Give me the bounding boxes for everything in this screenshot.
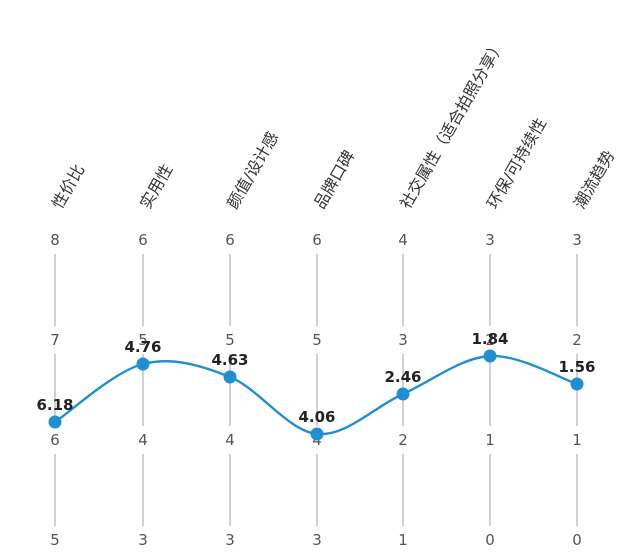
category-label: 社交属性（适合拍照分享）	[396, 36, 508, 212]
tick-label: 0	[485, 531, 495, 549]
data-point	[136, 357, 150, 371]
tick-label: 3	[485, 231, 495, 249]
tick-label: 5	[312, 331, 322, 349]
tick-label: 2	[485, 331, 495, 349]
points-layer: 6.18 4.76 4.63 4.06 2.46 1.84 1.56	[36, 330, 596, 441]
data-label: 4.63	[211, 351, 248, 369]
data-label: 6.18	[36, 396, 73, 414]
data-point	[570, 377, 584, 391]
category-label: 性价比	[48, 161, 88, 212]
tick-label: 4	[225, 431, 235, 449]
tick-label: 1	[485, 431, 495, 449]
axes-layer: 8765性价比6543实用性6543颜值/设计感6543品牌口碑4321社交属性…	[48, 36, 618, 549]
data-label: 1.84	[471, 330, 508, 348]
tick-label: 1	[398, 531, 408, 549]
data-label: 4.76	[124, 338, 161, 356]
tick-label: 6	[50, 431, 60, 449]
tick-label: 4	[138, 431, 148, 449]
tick-label: 3	[312, 531, 322, 549]
tick-label: 5	[225, 331, 235, 349]
tick-label: 1	[572, 431, 582, 449]
category-label: 潮流趋势	[570, 147, 618, 212]
tick-label: 2	[572, 331, 582, 349]
tick-label: 3	[398, 331, 408, 349]
data-label: 2.46	[384, 368, 421, 386]
tick-label: 0	[572, 531, 582, 549]
tick-label: 2	[398, 431, 408, 449]
category-label: 环保/可持续性	[483, 115, 550, 212]
tick-label: 3	[138, 531, 148, 549]
data-point	[396, 387, 410, 401]
tick-label: 3	[225, 531, 235, 549]
data-point	[483, 349, 497, 363]
data-point	[48, 415, 62, 429]
tick-label: 6	[225, 231, 235, 249]
data-label: 1.56	[558, 358, 595, 376]
category-label: 实用性	[136, 161, 176, 212]
data-label: 4.06	[298, 408, 335, 426]
data-point	[223, 370, 237, 384]
category-label: 品牌口碑	[310, 147, 358, 212]
tick-label: 5	[138, 331, 148, 349]
tick-label: 3	[572, 231, 582, 249]
tick-label: 6	[312, 231, 322, 249]
tick-label: 5	[50, 531, 60, 549]
tick-label: 7	[50, 331, 60, 349]
data-point	[310, 427, 324, 441]
category-label: 颜值/设计感	[223, 129, 282, 212]
tick-label: 4	[398, 231, 408, 249]
tick-label: 6	[138, 231, 148, 249]
tick-label: 8	[50, 231, 60, 249]
